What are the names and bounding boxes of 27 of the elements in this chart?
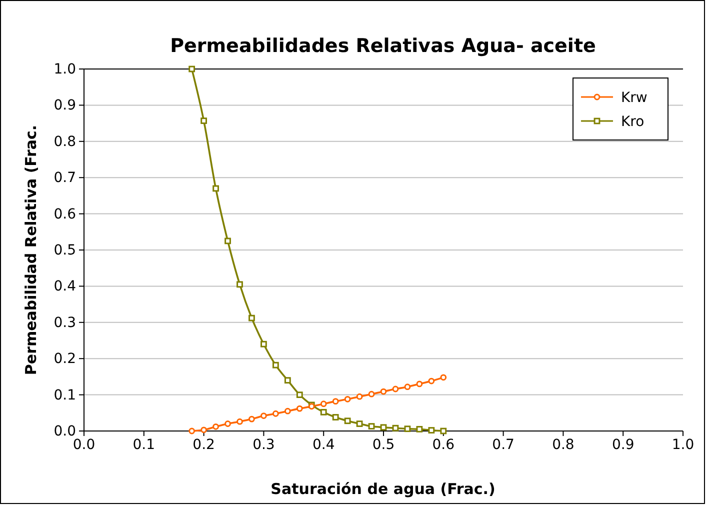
x-tick-label: 0.3 (252, 436, 275, 453)
x-tick-label: 0.0 (72, 436, 96, 453)
x-tick-label: 0.4 (312, 436, 335, 453)
legend-label: Krw (621, 90, 648, 106)
y-tick-label: 0.7 (54, 170, 76, 186)
legend-label: Kro (621, 114, 644, 130)
y-tick-label: 0.9 (54, 98, 76, 114)
y-tick-label: 1.0 (54, 61, 76, 78)
x-tick-label: 1.0 (672, 436, 694, 453)
y-tick-label: 0.1 (54, 387, 76, 404)
x-tick-label: 0.9 (612, 436, 634, 453)
y-tick-label: 0.6 (54, 206, 76, 222)
chart-title: Permeabilidades Relativas Agua- aceite (170, 35, 596, 57)
x-tick-label: 0.1 (132, 436, 156, 453)
x-tick-label: 0.8 (552, 436, 574, 453)
y-tick-label: 0.3 (54, 314, 76, 331)
x-axis-title: Saturación de agua (Frac.) (270, 480, 496, 498)
x-tick-label: 0.2 (192, 436, 215, 453)
x-tick-label: 0.7 (492, 436, 514, 453)
y-tick-label: 0.0 (54, 423, 76, 440)
y-tick-label: 0.8 (54, 134, 76, 150)
x-tick-label: 0.6 (432, 436, 455, 453)
x-tick-label: 0.5 (372, 436, 395, 453)
y-tick-label: 0.4 (54, 278, 76, 295)
y-tick-label: 0.2 (54, 351, 76, 368)
y-tick-label: 0.5 (54, 242, 76, 258)
y-axis-title: Permeabilidad Relativa (Frac. (22, 124, 40, 376)
